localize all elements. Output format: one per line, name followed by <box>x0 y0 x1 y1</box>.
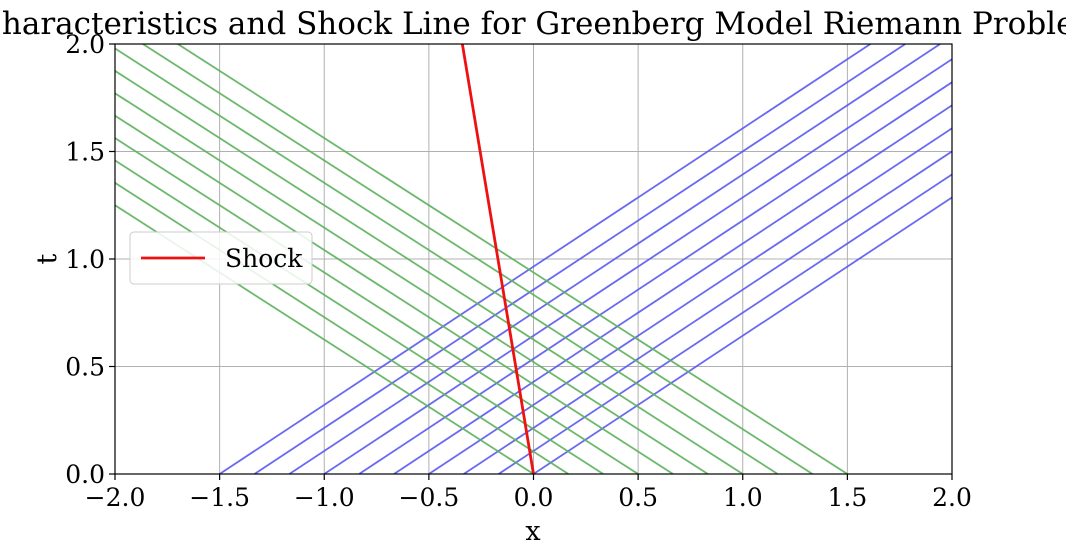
left-characteristic-line <box>498 173 952 474</box>
right-characteristic-line <box>115 47 779 474</box>
x-tick-label: −1.0 <box>294 483 355 512</box>
x-tick-label: −2.0 <box>85 483 146 512</box>
x-tick-label: −0.5 <box>399 483 460 512</box>
right-characteristic-line <box>115 92 709 474</box>
left-characteristic-line <box>219 44 871 474</box>
y-axis: 0.0 0.5 1.0 1.5 2.0 <box>65 30 115 489</box>
shock-line <box>460 44 535 474</box>
left-characteristic-line <box>428 127 952 474</box>
x-axis-label: x <box>525 516 540 547</box>
left-characteristic-line <box>358 81 952 474</box>
y-tick-label: 0.5 <box>65 353 105 382</box>
x-tick-label: 2.0 <box>932 483 972 512</box>
y-axis-label: t <box>32 253 63 264</box>
legend-shock-label: Shock <box>225 244 303 273</box>
left-characteristic-line <box>463 150 952 474</box>
x-tick-label: 0.0 <box>514 483 554 512</box>
y-tick-label: 0.0 <box>65 460 105 489</box>
x-tick-label: 1.5 <box>827 483 867 512</box>
x-tick-label: 1.0 <box>723 483 763 512</box>
left-characteristic-line <box>533 196 952 474</box>
y-tick-label: 2.0 <box>65 30 105 59</box>
left-characteristic-line <box>323 58 952 474</box>
legend: Shock <box>129 231 313 285</box>
chart-title: Characteristics and Shock Line for Green… <box>0 6 1066 42</box>
left-characteristic-line <box>254 44 906 474</box>
legend-box <box>129 231 313 285</box>
right-characteristic-line <box>177 44 848 474</box>
left-characteristic-line <box>393 104 952 474</box>
left-characteristic-line <box>288 44 941 474</box>
y-tick-label: 1.0 <box>65 245 105 274</box>
x-axis: −2.0 −1.5 −1.0 −0.5 0.0 0.5 1.0 1.5 2.0 <box>85 474 972 512</box>
right-characteristic-line <box>115 69 744 474</box>
y-tick-label: 1.5 <box>65 138 105 167</box>
x-tick-label: 0.5 <box>618 483 658 512</box>
x-tick-label: −1.5 <box>189 483 250 512</box>
right-characteristic-line <box>142 44 813 474</box>
